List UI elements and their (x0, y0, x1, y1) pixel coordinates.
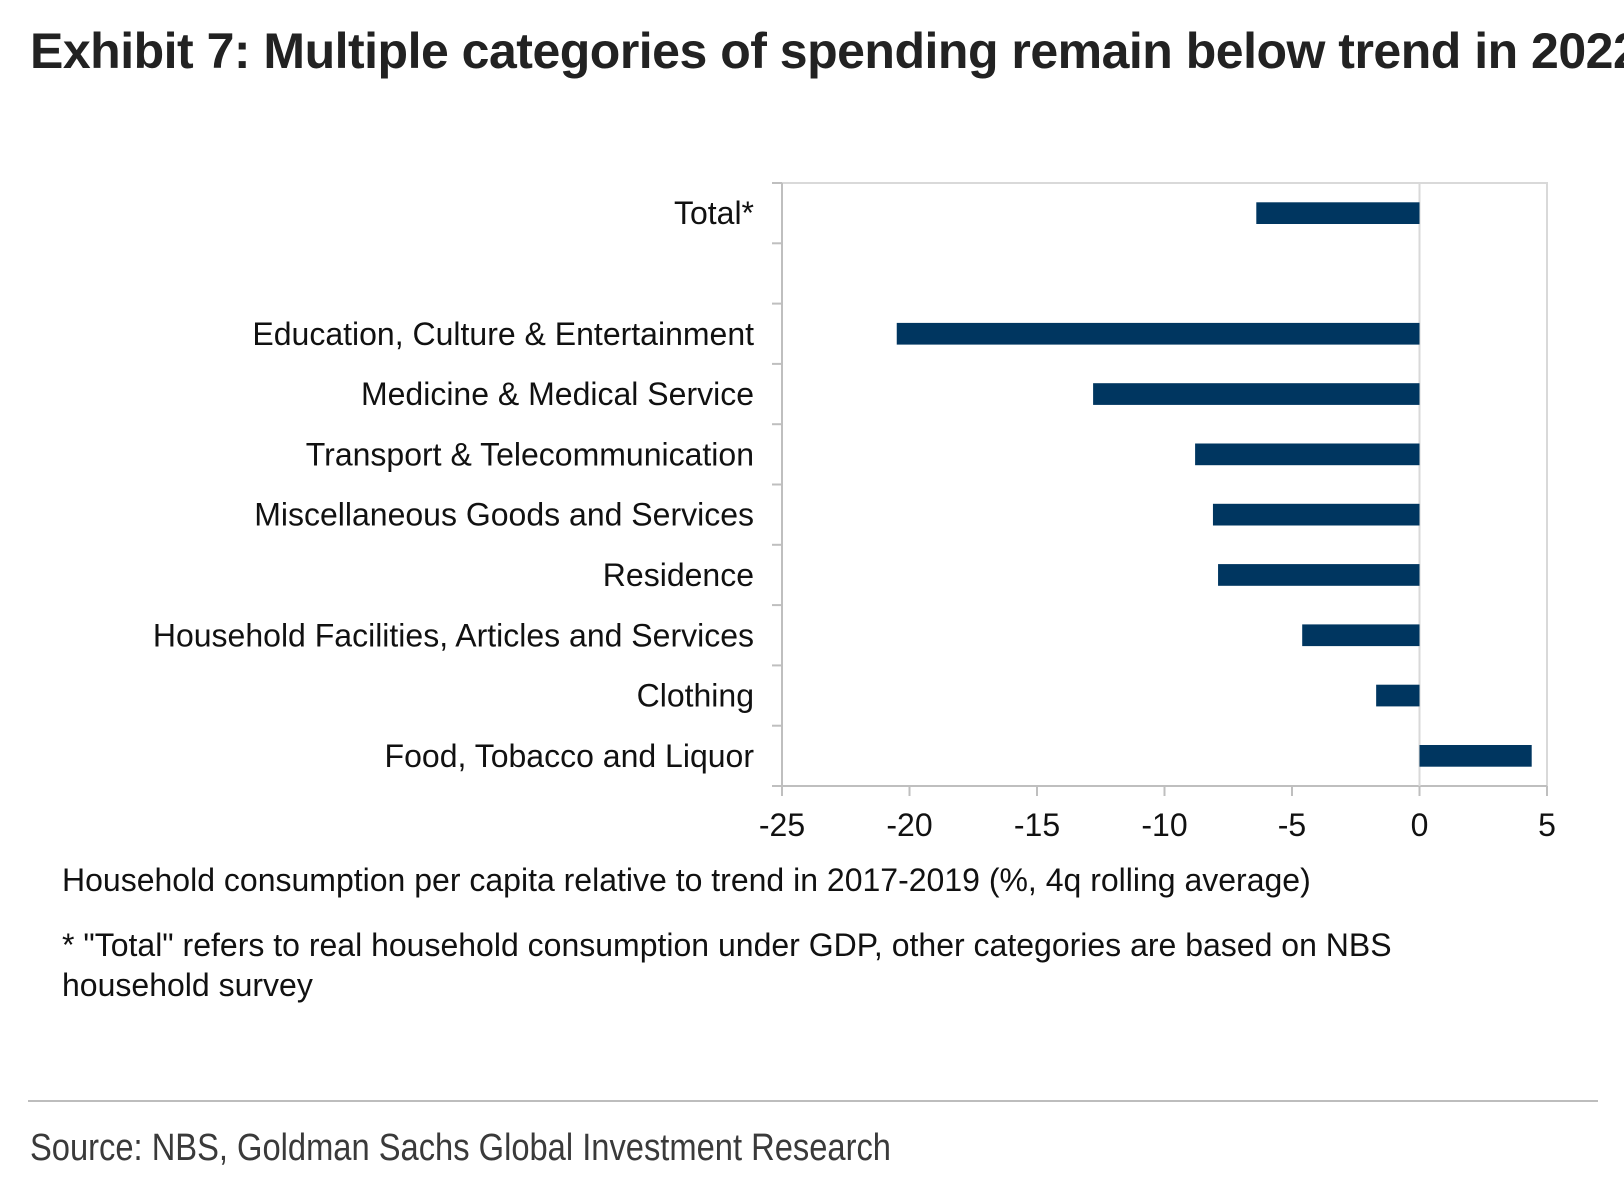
category-label: Education, Culture & Entertainment (252, 316, 754, 352)
bar (1195, 443, 1420, 466)
x-tick-label: -10 (1141, 807, 1187, 843)
category-label: Household Facilities, Articles and Servi… (153, 617, 754, 653)
chart-title: Exhibit 7: Multiple categories of spendi… (30, 23, 1624, 79)
category-label: Miscellaneous Goods and Services (254, 497, 754, 533)
category-label: Medicine & Medical Service (361, 376, 754, 412)
plot-area-border (781, 182, 1548, 787)
category-label: Residence (603, 557, 754, 593)
bar (1212, 503, 1420, 526)
x-tick-label: 0 (1411, 807, 1429, 843)
footnote: * "Total" refers to real household consu… (62, 927, 1392, 1003)
bar (1218, 564, 1420, 586)
bar (1093, 383, 1420, 405)
category-label: Transport & Telecommunication (306, 436, 754, 472)
bar (1419, 744, 1532, 767)
bar-chart: Total* Education, Culture & Entertainment… (153, 182, 1556, 843)
x-tick-label: 5 (1538, 807, 1556, 843)
bar (896, 322, 1420, 345)
bar (1256, 202, 1420, 225)
x-tick-label: -5 (1278, 807, 1306, 843)
x-tick-label: -20 (886, 807, 932, 843)
x-tick-label: -15 (1014, 807, 1060, 843)
x-tick-label: -25 (759, 807, 805, 843)
divider (28, 1100, 1598, 1102)
x-axis-label: Household consumption per capita relativ… (62, 862, 1311, 898)
category-label: Food, Tobacco and Liquor (385, 738, 755, 774)
bar (1302, 624, 1420, 647)
category-label: Total* (674, 195, 754, 231)
bar (1376, 684, 1420, 707)
source-note: Source: NBS, Goldman Sachs Global Invest… (30, 1127, 891, 1169)
category-label: Clothing (637, 678, 754, 714)
